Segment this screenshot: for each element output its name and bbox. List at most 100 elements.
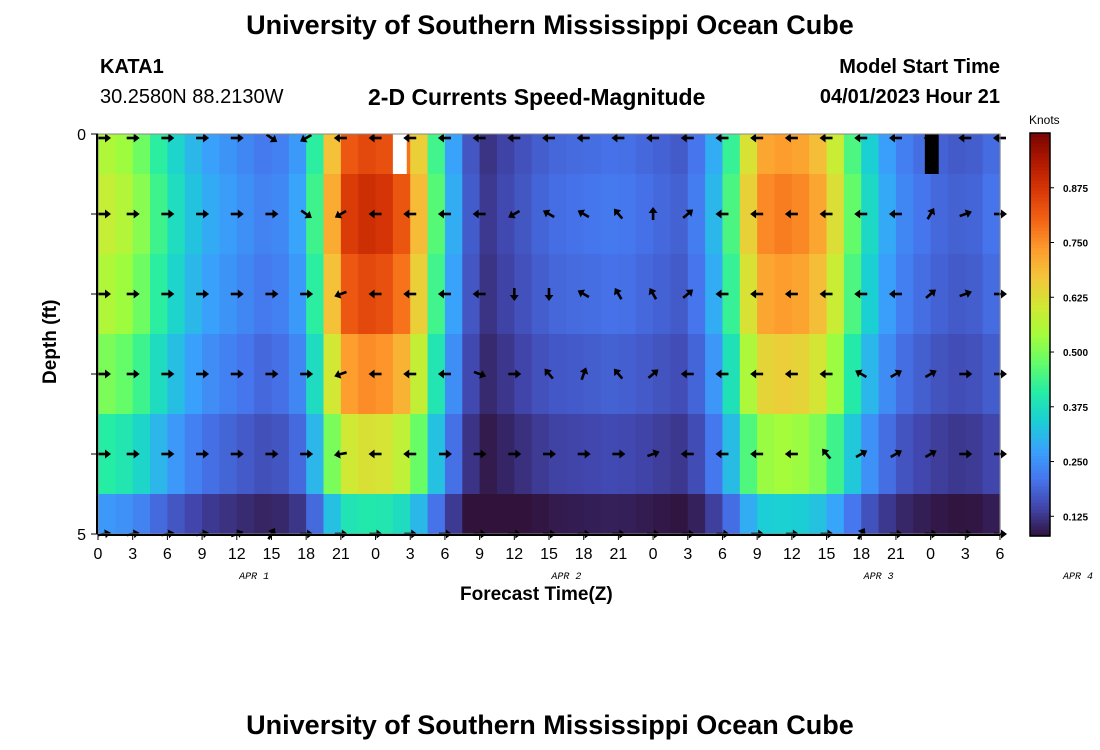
colorbar-swatch bbox=[1030, 176, 1050, 181]
current-arrow bbox=[196, 289, 210, 299]
heatmap-cell bbox=[462, 334, 481, 414]
heatmap-cell bbox=[115, 494, 134, 534]
current-arrow bbox=[437, 209, 451, 219]
heatmap-cell bbox=[202, 414, 221, 494]
colorbar-swatch bbox=[1030, 270, 1050, 275]
current-arrow bbox=[784, 289, 798, 299]
current-arrow bbox=[265, 209, 279, 219]
current-arrow bbox=[819, 289, 833, 299]
heatmap-cell bbox=[809, 174, 828, 254]
heatmap-cell bbox=[410, 334, 429, 414]
colorbar-swatch bbox=[1030, 378, 1050, 383]
colorbar-swatch bbox=[1030, 203, 1050, 208]
colorbar-swatch bbox=[1030, 267, 1050, 272]
heatmap-cell bbox=[635, 414, 654, 494]
current-arrow bbox=[715, 369, 729, 379]
current-arrow bbox=[994, 369, 1007, 379]
heatmap-cell bbox=[635, 334, 654, 414]
heatmap-cell bbox=[791, 174, 810, 254]
heatmap-cell bbox=[774, 134, 793, 174]
colorbar-swatch bbox=[1030, 482, 1050, 487]
heatmap-cell bbox=[965, 254, 984, 334]
heatmap-cell bbox=[410, 414, 429, 494]
colorbar-swatch bbox=[1030, 499, 1050, 504]
heatmap-cell bbox=[965, 494, 984, 534]
heatmap-cell bbox=[895, 134, 914, 174]
current-arrow bbox=[923, 133, 937, 143]
heatmap-cell bbox=[670, 174, 689, 254]
heatmap-cell bbox=[132, 414, 151, 494]
heatmap-cell bbox=[895, 414, 914, 494]
heatmap-cell bbox=[687, 414, 706, 494]
heatmap-cell bbox=[115, 254, 134, 334]
heatmap-cell bbox=[479, 134, 498, 174]
colorbar-swatch bbox=[1030, 307, 1050, 312]
heatmap-cell bbox=[687, 334, 706, 414]
current-arrow bbox=[300, 369, 314, 379]
heatmap-cell bbox=[254, 174, 273, 254]
colorbar-swatch bbox=[1030, 445, 1050, 450]
heatmap-cell bbox=[618, 174, 637, 254]
colorbar-swatch bbox=[1030, 223, 1050, 228]
colorbar-swatch bbox=[1030, 509, 1050, 514]
heatmap-cell bbox=[427, 254, 446, 334]
current-arrow bbox=[959, 449, 973, 459]
x-tick-label: 3 bbox=[128, 546, 137, 563]
heatmap-cell bbox=[549, 414, 567, 494]
heatmap-cell bbox=[965, 174, 984, 254]
colorbar-swatch bbox=[1030, 465, 1050, 470]
heatmap-cell bbox=[549, 174, 567, 254]
x-tick-label: 0 bbox=[926, 546, 935, 563]
heatmap-cell bbox=[687, 494, 706, 534]
heatmap-cell bbox=[444, 494, 463, 534]
heatmap-cell bbox=[115, 174, 134, 254]
current-arrow bbox=[993, 133, 1006, 143]
heatmap-cell bbox=[150, 134, 168, 174]
heatmap-cell bbox=[843, 334, 862, 414]
colorbar-swatch bbox=[1030, 230, 1050, 235]
colorbar-swatch bbox=[1030, 327, 1050, 332]
heatmap-cell bbox=[184, 174, 203, 254]
heatmap-cell bbox=[462, 414, 481, 494]
heatmap-cell bbox=[809, 334, 828, 414]
heatmap-cell bbox=[687, 134, 706, 174]
heatmap-cell bbox=[826, 334, 845, 414]
heatmap-cell bbox=[150, 254, 168, 334]
heatmap-cell bbox=[843, 494, 862, 534]
current-arrow bbox=[577, 289, 590, 299]
heatmap-cell bbox=[739, 134, 758, 174]
heatmap-cell bbox=[479, 494, 498, 534]
colorbar-tick-label: 0.875 bbox=[1063, 184, 1088, 195]
current-arrow bbox=[161, 133, 175, 143]
current-arrow bbox=[611, 133, 625, 143]
current-arrow bbox=[161, 289, 175, 299]
colorbar-swatch bbox=[1030, 227, 1050, 231]
heatmap-cell bbox=[566, 334, 585, 414]
colorbar-swatch bbox=[1030, 334, 1050, 339]
colorbar-swatch bbox=[1030, 190, 1050, 195]
heatmap-cell bbox=[98, 134, 116, 174]
x-tick-label: 15 bbox=[540, 546, 558, 563]
heatmap-cell bbox=[601, 414, 619, 494]
heatmap-cell bbox=[184, 334, 203, 414]
x-tick-label: 18 bbox=[297, 546, 315, 563]
colorbar-swatch bbox=[1030, 317, 1050, 322]
colorbar-swatch bbox=[1030, 263, 1050, 268]
heatmap-cell bbox=[184, 494, 203, 534]
colorbar-swatch bbox=[1030, 532, 1050, 537]
heatmap-cell bbox=[809, 254, 828, 334]
x-tick-label: 0 bbox=[371, 546, 380, 563]
colorbar-swatch bbox=[1030, 515, 1050, 520]
heatmap-cell bbox=[566, 134, 585, 174]
heatmap-cell bbox=[861, 334, 880, 414]
current-arrow bbox=[126, 449, 140, 459]
current-arrow bbox=[542, 209, 555, 219]
heatmap-cell bbox=[496, 334, 515, 414]
colorbar-swatch bbox=[1030, 287, 1050, 292]
heatmap-cell bbox=[271, 334, 290, 414]
chart-title: 2-D Currents Speed-Magnitude bbox=[368, 84, 706, 110]
colorbar-tick-label: 0.625 bbox=[1063, 293, 1088, 304]
x-tick-label: 18 bbox=[852, 546, 870, 563]
heatmap-cell bbox=[930, 174, 949, 254]
colorbar-swatch bbox=[1030, 156, 1050, 161]
